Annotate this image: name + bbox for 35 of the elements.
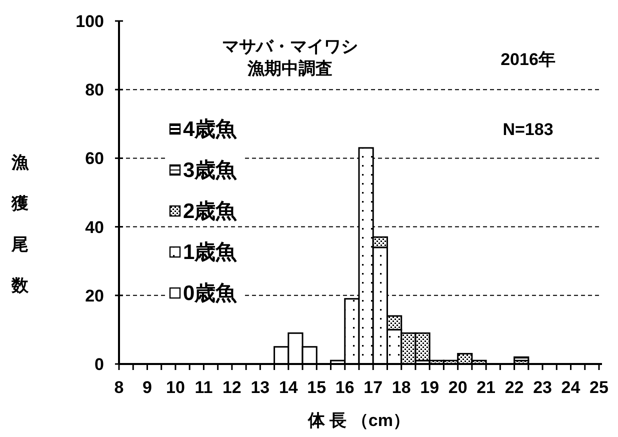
text: 漁獲尾数 bbox=[12, 153, 28, 295]
text: 漁期中調査 bbox=[246, 59, 332, 78]
y-tick-label: 40 bbox=[85, 218, 104, 237]
x-tick-label: 23 bbox=[533, 378, 552, 397]
x-tick-label: 13 bbox=[250, 378, 270, 397]
legend-label: 0歳魚 bbox=[183, 282, 238, 305]
x-tick-label: 12 bbox=[222, 378, 242, 397]
annotation: N=183 bbox=[502, 120, 554, 139]
x-tick-label: 17 bbox=[364, 378, 383, 397]
x-tick-label: 10 bbox=[166, 378, 185, 397]
x-tick-label: 24 bbox=[561, 378, 581, 397]
x-axis-title: 体 長 （cm） bbox=[306, 411, 410, 430]
x-tick-label: 14 bbox=[278, 378, 298, 397]
x-tick-label: 25 bbox=[590, 378, 608, 397]
y-tick-label: 80 bbox=[85, 80, 104, 100]
x-tick-label: 8 bbox=[114, 378, 124, 397]
x-tick-label: 18 bbox=[392, 378, 411, 397]
x-tick-label: 9 bbox=[142, 378, 152, 397]
y-tick-label: 100 bbox=[76, 12, 104, 31]
y-tick-label: 20 bbox=[85, 286, 104, 306]
x-tick-label: 15 bbox=[307, 378, 326, 397]
y-tick-label: 60 bbox=[85, 149, 104, 168]
legend-label: 1歳魚 bbox=[183, 241, 238, 264]
x-tick-label: 11 bbox=[194, 378, 213, 397]
x-tick-label: 21 bbox=[476, 378, 496, 397]
x-tick-label: 22 bbox=[504, 378, 524, 397]
x-tick-label: 16 bbox=[335, 378, 354, 397]
legend-label: 2歳魚 bbox=[183, 200, 238, 223]
annotation: 2016年 bbox=[500, 50, 556, 69]
legend-label: 4歳魚 bbox=[183, 118, 238, 141]
legend-label: 3歳魚 bbox=[183, 159, 238, 182]
text: マサバ・マイワシ bbox=[222, 37, 358, 56]
y-tick-label: 0 bbox=[94, 355, 104, 374]
x-tick-label: 20 bbox=[448, 378, 468, 397]
x-tick-label: 19 bbox=[420, 378, 440, 397]
